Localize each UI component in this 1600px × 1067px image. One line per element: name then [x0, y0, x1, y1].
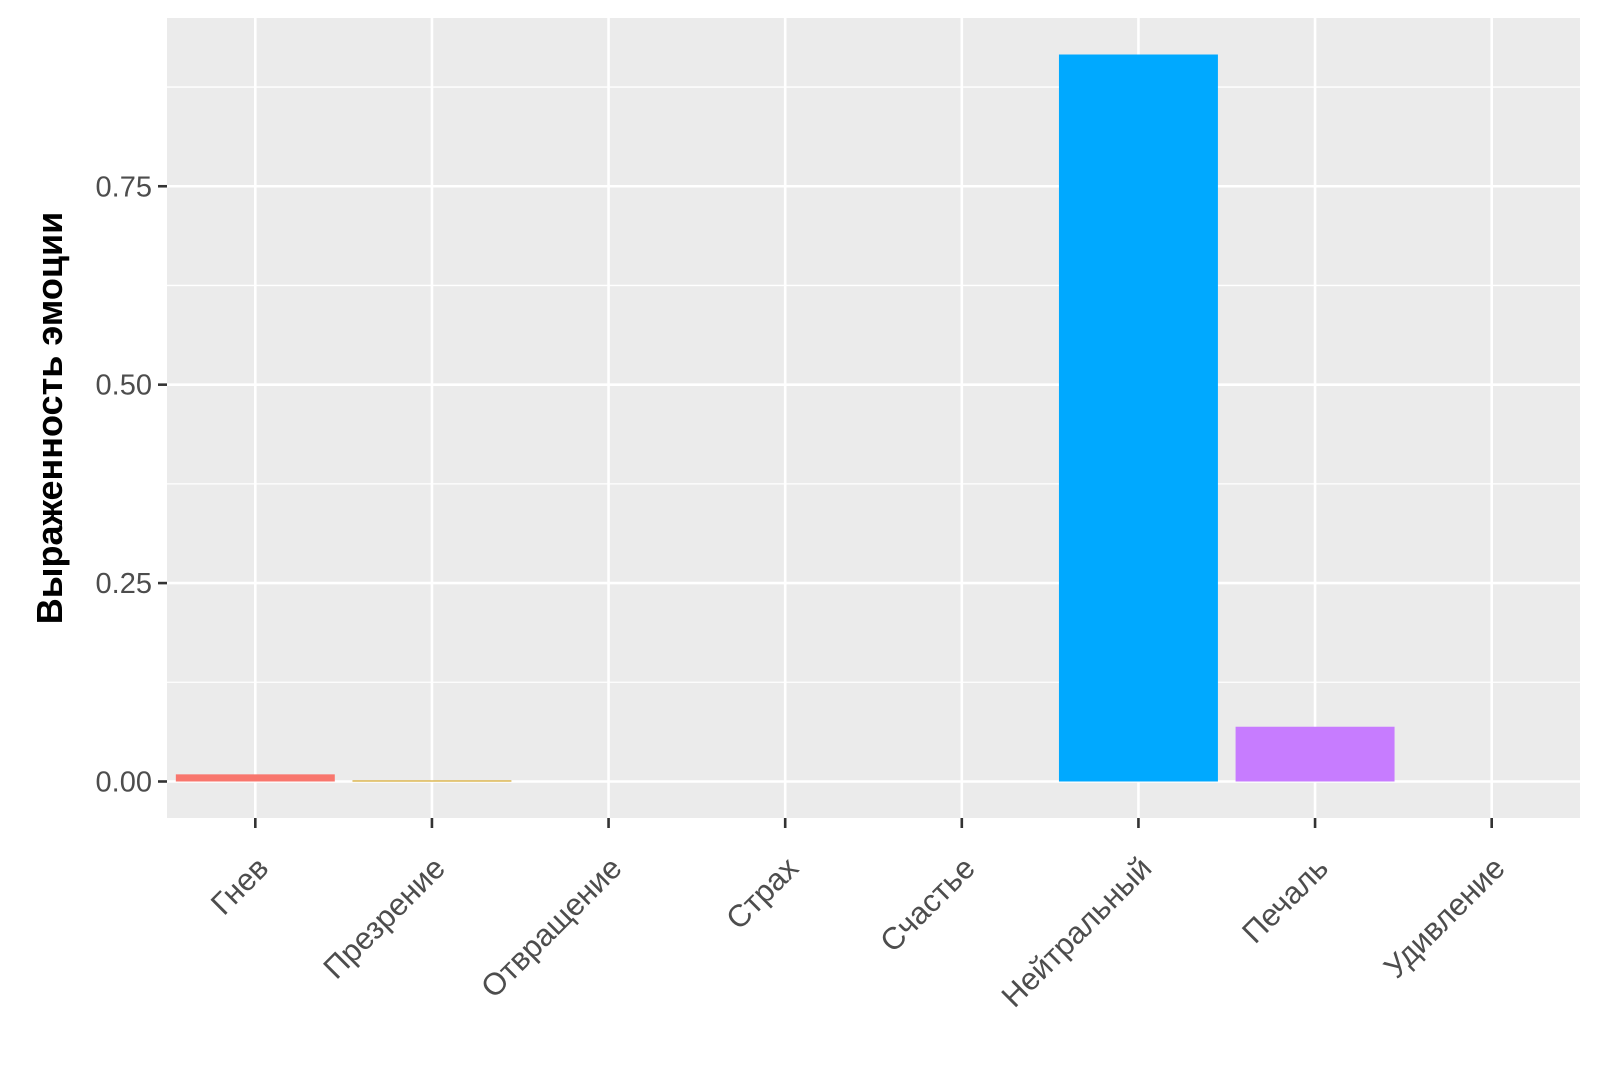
bar-2	[352, 780, 512, 782]
bar-7	[1235, 726, 1395, 782]
x-tick-label: Нейтральный	[995, 850, 1159, 1014]
x-tick-label: Счастье	[873, 850, 982, 959]
minor-gridlines	[167, 86, 1580, 683]
x-tick-label: Печаль	[1235, 850, 1335, 950]
x-tick-label: Удивление	[1377, 850, 1512, 985]
x-axis: Гнев Презрение Отвращение Страх Счастье Нейтр…	[204, 818, 1512, 1014]
y-tick-label: 0.50	[96, 370, 152, 402]
y-axis-title: Выраженность эмоции	[29, 212, 70, 625]
bar-1	[175, 774, 335, 782]
x-tick-label: Страх	[719, 850, 805, 936]
y-tick-label: 0.00	[96, 766, 152, 798]
plot-panel	[167, 18, 1580, 818]
y-tick-label: 0.25	[96, 568, 152, 600]
x-tick-label: Отвращение	[474, 850, 628, 1004]
bars	[175, 54, 1395, 782]
x-tick-label: Гнев	[204, 850, 275, 921]
x-tick-label: Презрение	[317, 850, 452, 985]
bar-6	[1058, 54, 1218, 782]
y-axis: 0.00 0.25 0.50 0.75	[96, 171, 167, 798]
y-tick-label: 0.75	[96, 171, 152, 203]
